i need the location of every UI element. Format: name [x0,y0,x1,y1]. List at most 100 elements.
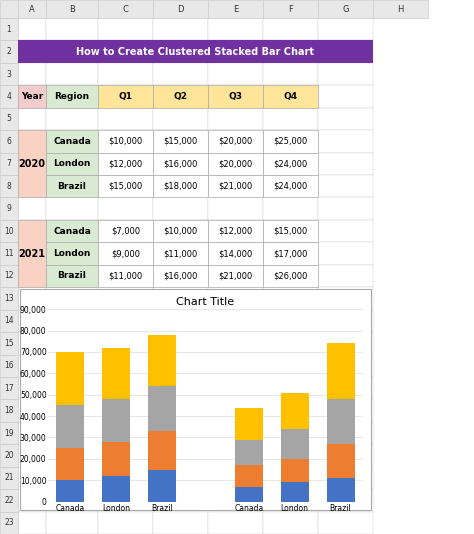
Text: 2020: 2020 [18,159,46,169]
Text: $16,000: $16,000 [164,159,198,168]
Bar [318,18,373,41]
Bar [153,422,208,444]
Bar [18,130,46,153]
Bar [18,332,46,355]
Bar [98,153,153,175]
Bar [318,265,373,287]
Bar [0,41,18,63]
Bar [18,198,46,220]
Bar [153,355,208,377]
Bar [153,512,208,534]
Bar [148,469,176,501]
Text: $12,000: $12,000 [219,226,253,235]
Bar [153,489,208,512]
Bar [208,0,263,18]
Bar [153,444,208,467]
Bar [318,242,373,265]
Text: 2: 2 [7,47,11,56]
Bar [318,175,373,198]
Bar [46,377,98,399]
Text: 22: 22 [4,496,14,505]
Bar [263,63,318,85]
Bar [208,467,263,489]
Bar [153,467,208,489]
Bar [263,41,318,63]
Text: Brazil: Brazil [57,271,86,280]
Text: 10: 10 [4,226,14,235]
Bar [281,482,309,501]
Bar [46,399,98,422]
Bar [208,355,263,377]
Bar [263,175,318,198]
Bar [318,489,373,512]
Bar [98,310,153,332]
Text: 2021: 2021 [18,248,46,258]
Bar [263,399,318,422]
Bar [263,444,318,467]
Bar [56,352,84,405]
Bar [98,399,153,422]
Bar [18,399,46,422]
Bar [18,355,46,377]
Bar [0,355,18,377]
Text: A: A [29,4,35,13]
Text: 6: 6 [7,137,11,146]
Text: $15,000: $15,000 [164,137,198,146]
Text: 17: 17 [4,383,14,392]
Bar [148,386,176,431]
Bar [153,220,208,242]
Bar [263,242,318,265]
Bar [0,444,18,467]
Bar [98,130,153,153]
Bar [153,153,208,175]
Text: $17,000: $17,000 [273,249,308,258]
Bar [0,63,18,85]
Bar [208,41,263,63]
Bar [153,175,208,198]
Text: 23: 23 [4,519,14,527]
Bar [46,355,98,377]
Bar [46,18,98,41]
Bar [208,265,263,287]
Text: $15,000: $15,000 [273,226,308,235]
Text: $24,000: $24,000 [273,159,308,168]
Bar [46,220,98,242]
Bar [208,310,263,332]
Bar [18,377,46,399]
Text: 20: 20 [4,451,14,460]
Bar [153,377,208,399]
Text: Year: Year [21,92,43,101]
Bar [18,422,46,444]
Bar [98,242,153,265]
Bar [318,130,373,153]
Bar [18,63,46,85]
Bar [263,422,318,444]
Bar [263,467,318,489]
Bar [263,85,318,108]
Bar [208,198,263,220]
Bar [102,476,130,501]
Bar [98,242,153,265]
Bar [263,198,318,220]
Text: $16,000: $16,000 [164,271,198,280]
Text: $11,000: $11,000 [164,249,198,258]
Bar [318,444,373,467]
Bar [153,0,208,18]
Bar [0,220,18,242]
Bar [98,85,153,108]
Bar [208,18,263,41]
Bar [46,512,98,534]
Bar [46,175,98,198]
Bar [0,18,18,41]
Bar [263,355,318,377]
Text: $26,000: $26,000 [273,271,308,280]
Bar [208,512,263,534]
Bar [263,175,318,198]
Bar [153,175,208,198]
Bar [318,0,373,18]
Text: 16: 16 [4,361,14,370]
Bar [327,478,355,501]
Bar [98,198,153,220]
Bar [153,63,208,85]
Text: $25,000: $25,000 [273,137,308,146]
